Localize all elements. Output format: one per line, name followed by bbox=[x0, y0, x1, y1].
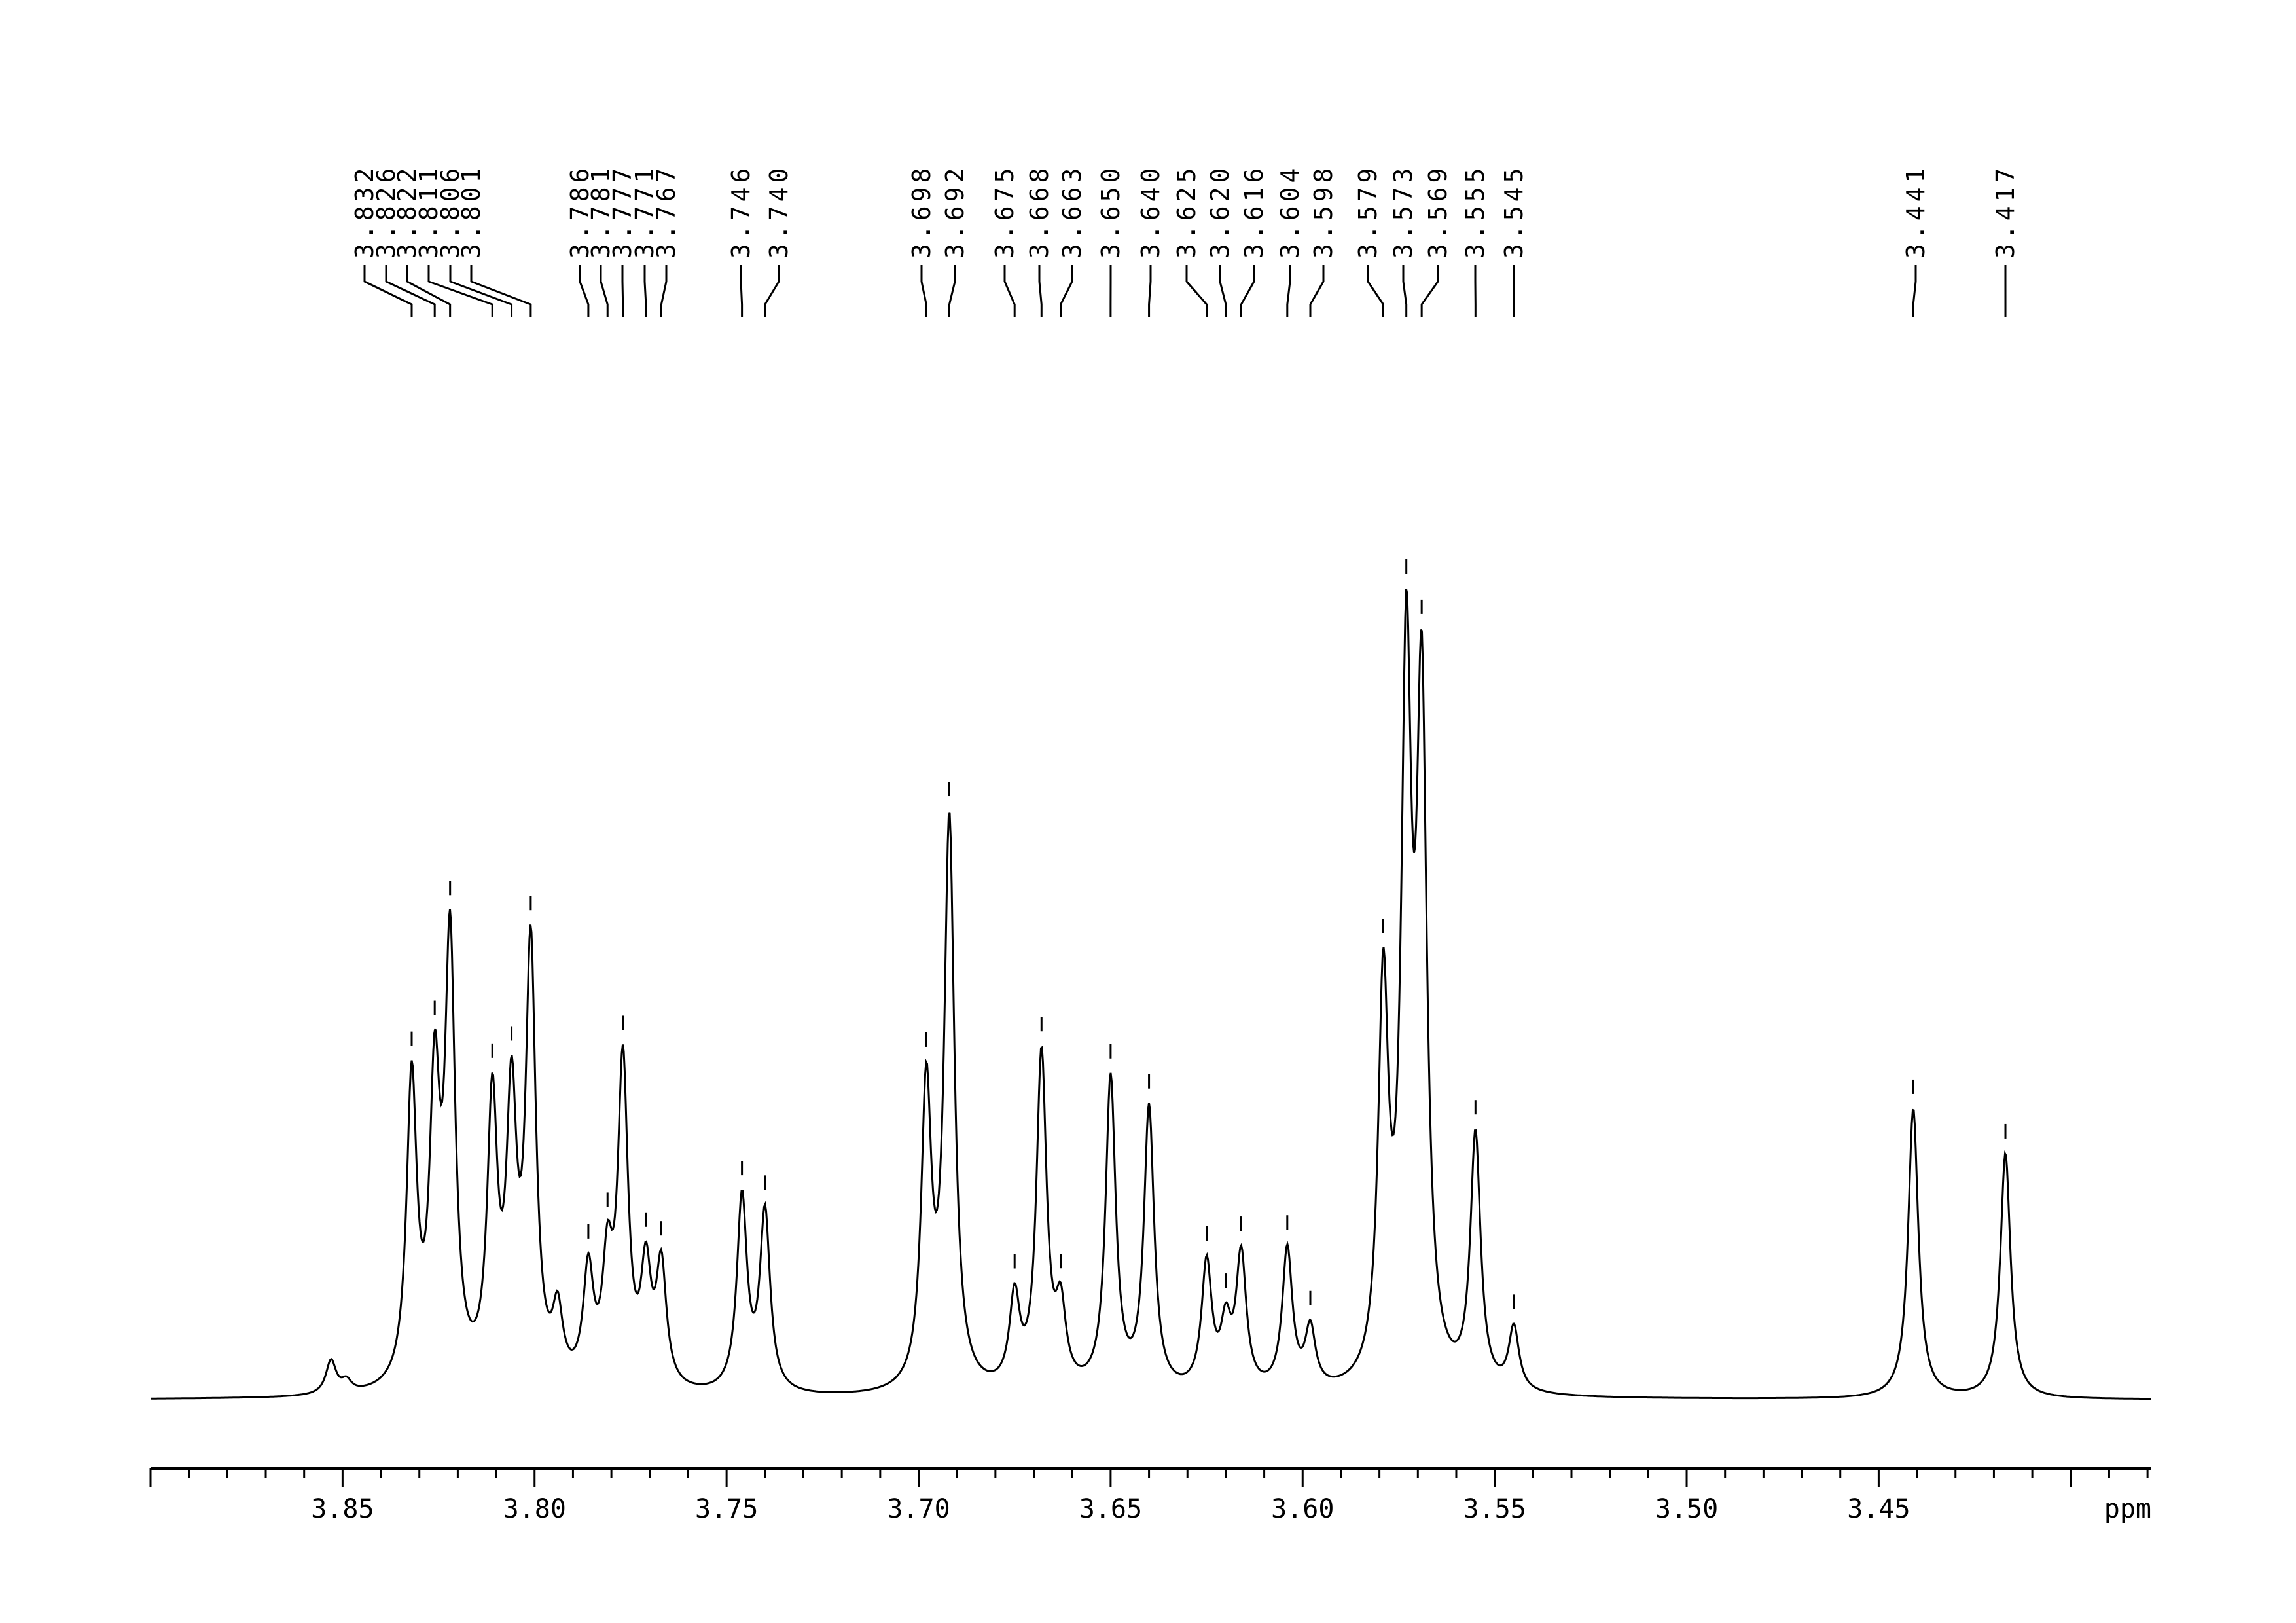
peak-label: 3.811 bbox=[414, 164, 443, 259]
peak-label: 3.620 bbox=[1206, 164, 1234, 259]
peak-label: 3.598 bbox=[1309, 164, 1338, 259]
peak-label-connector bbox=[948, 265, 956, 317]
peak-label: 3.692 bbox=[941, 164, 969, 259]
peak-label: 3.740 bbox=[764, 164, 793, 259]
peak-label: 3.777 bbox=[608, 164, 637, 259]
peak-label-connector bbox=[643, 265, 647, 317]
peak-label: 3.822 bbox=[393, 164, 422, 259]
peak-label-connector bbox=[1367, 265, 1384, 317]
peak-label: 3.616 bbox=[1240, 164, 1268, 259]
peak-label: 3.806 bbox=[436, 164, 465, 259]
peak-label-connector bbox=[1286, 265, 1291, 317]
peak-label-connector bbox=[449, 265, 513, 317]
peak-label-connector bbox=[1003, 265, 1016, 317]
peak-label: 3.801 bbox=[457, 164, 486, 259]
peak-label-connector bbox=[1185, 265, 1208, 317]
peak-label-connectors bbox=[363, 265, 2007, 317]
peak-label: 3.746 bbox=[726, 164, 755, 259]
peak-label-connector bbox=[1148, 265, 1152, 317]
x-tick-label: 3.55 bbox=[1463, 1494, 1526, 1524]
peak-label-connector bbox=[1060, 265, 1073, 317]
x-axis: 3.85 3.80 3.75 3.70 3.65 3.60 3.55 3.50 3.45 ppm bbox=[149, 1467, 2151, 1524]
peak-label: 3.781 bbox=[586, 164, 615, 259]
peak-label-connector bbox=[406, 265, 452, 317]
peak-label: 3.826 bbox=[372, 164, 401, 259]
peak-label: 3.663 bbox=[1058, 164, 1086, 259]
peak-label-connector bbox=[1402, 265, 1408, 317]
x-tick-label: 3.45 bbox=[1847, 1494, 1910, 1524]
peak-label-connector bbox=[579, 265, 590, 317]
peak-label: 3.786 bbox=[565, 164, 594, 259]
peak-label: 3.555 bbox=[1461, 164, 1490, 259]
spectrum-trace bbox=[151, 589, 2151, 1400]
peak-label-connector bbox=[1912, 265, 1917, 317]
peak-label: 3.640 bbox=[1136, 164, 1165, 259]
x-tick-label: 3.75 bbox=[695, 1494, 758, 1524]
peak-label-connector bbox=[427, 265, 493, 317]
peak-label: 3.573 bbox=[1389, 164, 1418, 259]
x-tick-label: 3.70 bbox=[887, 1494, 950, 1524]
x-axis-label: ppm bbox=[2104, 1494, 2151, 1524]
peak-markers bbox=[410, 558, 2007, 1309]
peak-label: 3.604 bbox=[1276, 164, 1304, 259]
peak-label-connector bbox=[660, 265, 668, 317]
x-tick-label: 3.65 bbox=[1079, 1494, 1142, 1524]
peak-label: 3.417 bbox=[1991, 164, 2020, 259]
peak-label: 3.771 bbox=[630, 164, 659, 259]
peak-label-connector bbox=[385, 265, 436, 317]
peak-label-connector bbox=[1219, 265, 1227, 317]
peak-label: 3.668 bbox=[1025, 164, 1054, 259]
peak-label: 3.650 bbox=[1096, 164, 1125, 259]
peak-label-connector bbox=[600, 265, 609, 317]
x-tick-label: 3.85 bbox=[311, 1494, 374, 1524]
peak-label: 3.545 bbox=[1499, 164, 1528, 259]
peak-label: 3.675 bbox=[990, 164, 1019, 259]
x-tick-label: 3.80 bbox=[503, 1494, 566, 1524]
peak-label: 3.698 bbox=[907, 164, 936, 259]
peak-label-connector bbox=[764, 265, 780, 317]
peak-label-connector bbox=[1038, 265, 1043, 317]
peak-label: 3.625 bbox=[1172, 164, 1201, 259]
peak-label: 3.441 bbox=[1901, 164, 1930, 259]
peak-label: 3.832 bbox=[350, 164, 379, 259]
x-tick-label: 3.60 bbox=[1271, 1494, 1334, 1524]
peak-label-connector bbox=[621, 265, 624, 317]
peak-label-connector bbox=[363, 265, 413, 317]
peak-label-connector bbox=[740, 265, 744, 317]
peak-label: 3.569 bbox=[1424, 164, 1452, 259]
peak-label-connector bbox=[1240, 265, 1255, 317]
peak-label-connector bbox=[1420, 265, 1439, 317]
peak-label: 3.767 bbox=[652, 164, 681, 259]
peak-label-connector bbox=[470, 265, 532, 317]
peak-label-connector bbox=[920, 265, 927, 317]
x-axis-ticks: 3.85 3.80 3.75 3.70 3.65 3.60 3.55 3.50 3.45 bbox=[149, 1468, 2149, 1524]
x-tick-label: 3.50 bbox=[1655, 1494, 1718, 1524]
peak-label-connector bbox=[1309, 265, 1325, 317]
peak-label: 3.579 bbox=[1354, 164, 1382, 259]
